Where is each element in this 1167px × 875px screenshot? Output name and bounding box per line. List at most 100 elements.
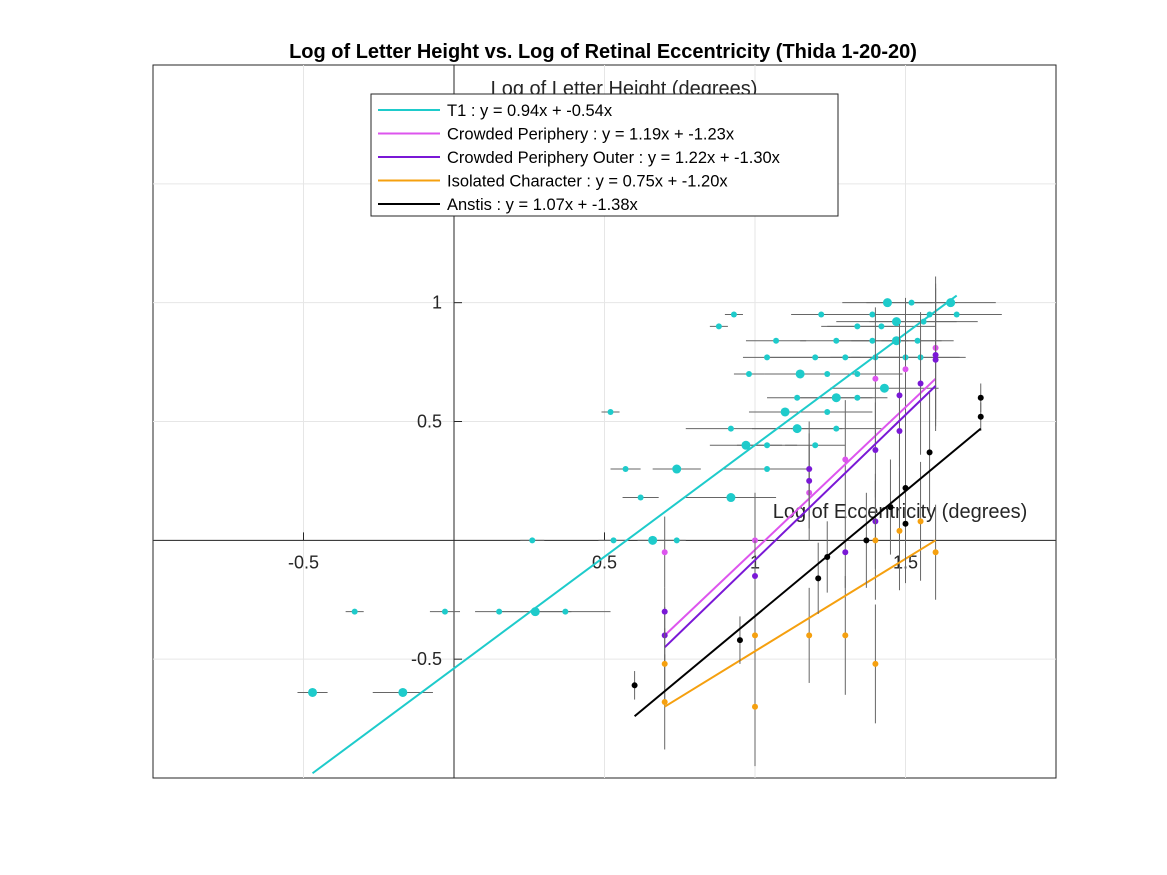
legend-entry-isolated-character: Isolated Character : y = 0.75x + -1.20x [378, 173, 728, 191]
legend-entry-anstis: Anstis : y = 1.07x + -1.38x [378, 196, 639, 214]
series-anstis [631, 383, 984, 717]
isolated-character-point [752, 703, 758, 710]
t1-point [869, 337, 876, 344]
t1-point [946, 298, 956, 308]
crowded-periphery-outer-point [932, 356, 939, 363]
t1-point [812, 442, 819, 449]
crowded-periphery-outer-point [752, 572, 758, 579]
t1-point [622, 466, 629, 473]
crowded-periphery-outer-point [806, 466, 813, 473]
t1-point [795, 369, 805, 379]
x-tick-label: -0.5 [288, 552, 319, 572]
t1-point [818, 311, 825, 318]
crowded-periphery-outer-point [661, 608, 668, 615]
t1-point [953, 311, 960, 318]
t1-point [854, 323, 861, 330]
t1-point [869, 311, 876, 318]
isolated-character-point [917, 518, 924, 525]
isolated-character-point [806, 632, 813, 639]
legend-box [370, 93, 839, 217]
t1-point [794, 394, 801, 401]
t1-point [854, 370, 861, 377]
crowded-periphery-outer-point [872, 447, 879, 454]
anstis-fit-line [633, 427, 982, 717]
isolated-character-point [932, 549, 939, 556]
t1-point [882, 298, 892, 308]
data-layer [297, 276, 1002, 775]
anstis-point [926, 449, 933, 456]
t1-point [854, 394, 861, 401]
legend-label-crowded-periphery: Crowded Periphery : y = 1.19x + -1.23x [447, 126, 735, 144]
t1-point [824, 408, 831, 415]
t1-point [831, 393, 841, 403]
legend-entry-crowded-periphery-outer: Crowded Periphery Outer : y = 1.22x + -1… [378, 149, 781, 167]
y-tick-label: -0.5 [411, 649, 442, 669]
anstis-point [736, 637, 743, 644]
series-t1 [297, 294, 1002, 775]
isolated-character-point [896, 527, 903, 534]
anstis-point [631, 682, 638, 689]
t1-point [824, 370, 831, 377]
t1-point [496, 608, 503, 615]
legend-entry-crowded-periphery: Crowded Periphery : y = 1.19x + -1.23x [378, 126, 735, 144]
t1-point [914, 337, 921, 344]
crowded-periphery-fit-line [664, 377, 937, 637]
t1-point [610, 537, 617, 544]
crowded-periphery-point [902, 366, 909, 373]
isolated-character-fit-line [664, 539, 937, 708]
x-axis-label: Log of Eccentricity (degrees) [773, 501, 1028, 523]
t1-point [607, 408, 614, 415]
legend: T1 : y = 0.94x + -0.54x Crowded Periphery… [370, 93, 839, 217]
crowded-periphery-outer-point [932, 351, 939, 358]
anstis-point [977, 413, 984, 420]
y-tick-label: 0.5 [417, 412, 442, 432]
crowded-periphery-outer-point [842, 549, 849, 556]
crowded-periphery-point [872, 375, 879, 382]
t1-point [308, 687, 318, 697]
t1-point [715, 323, 722, 330]
legend-label-crowded-periphery-outer: Crowded Periphery Outer : y = 1.22x + -1… [447, 149, 781, 167]
t1-point [764, 442, 771, 449]
t1-point [648, 535, 658, 545]
crowded-periphery-outer-point [917, 380, 924, 387]
t1-point [764, 354, 771, 361]
tick-layer: -0.5 0.5 1 1.5-0.50.51 [288, 293, 918, 670]
t1-point [673, 537, 680, 544]
isolated-character-point [661, 698, 668, 705]
crowded-periphery-point [842, 456, 849, 463]
t1-point [745, 370, 752, 377]
isolated-character-point [872, 660, 879, 667]
anstis-point [977, 394, 984, 401]
isolated-character-point [872, 537, 879, 544]
t1-point [891, 317, 901, 327]
t1-point [562, 608, 569, 615]
t1-point [908, 299, 915, 306]
legend-label-t1: T1 : y = 0.94x + -0.54x [447, 102, 613, 120]
legend-entries: T1 : y = 0.94x + -0.54x Crowded Periphery… [378, 102, 781, 214]
t1-point [812, 354, 819, 361]
legend-label-isolated-character: Isolated Character : y = 0.75x + -1.20x [447, 173, 728, 191]
t1-point [833, 337, 840, 344]
t1-point [878, 323, 885, 330]
legend-entry-t1: T1 : y = 0.94x + -0.54x [378, 102, 613, 120]
series-isolated-character [661, 461, 939, 767]
t1-point [730, 311, 737, 318]
t1-point [398, 687, 408, 697]
x-tick-label: 0.5 [592, 552, 617, 572]
legend-label-anstis: Anstis : y = 1.07x + -1.38x [447, 196, 639, 214]
t1-point [637, 494, 644, 501]
crowded-periphery-outer-point [896, 428, 903, 435]
anstis-point [902, 520, 909, 527]
t1-point [529, 537, 536, 544]
chart-title: Log of Letter Height vs. Log of Retinal … [289, 41, 917, 63]
t1-point [672, 464, 682, 474]
anstis-point [863, 537, 870, 544]
t1-point [842, 354, 849, 361]
anstis-point [815, 575, 822, 582]
crowded-periphery-outer-point [896, 392, 903, 399]
t1-point [792, 424, 802, 434]
crowded-periphery-outer-point [806, 477, 813, 484]
t1-point [741, 440, 751, 450]
t1-point [727, 425, 734, 432]
